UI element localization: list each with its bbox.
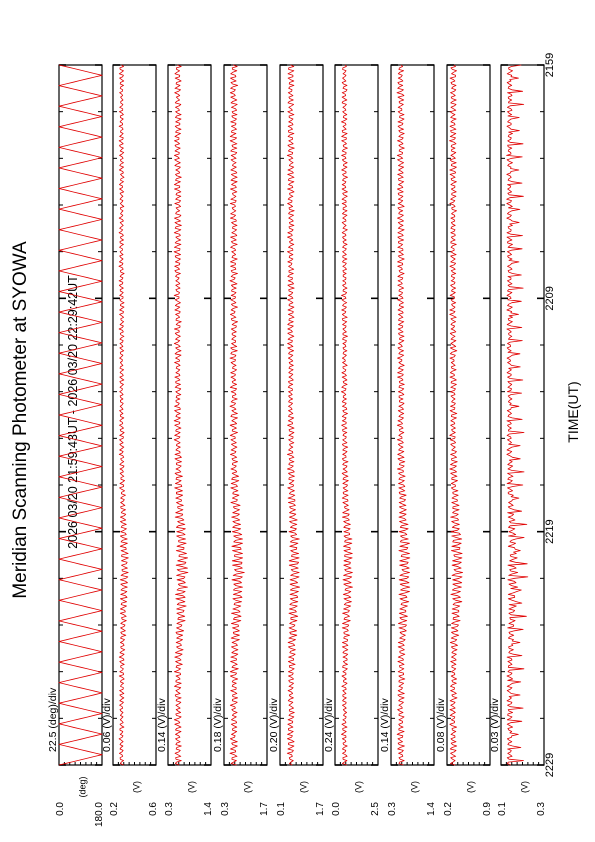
panel-3: 0.14 (V)/div 0.3 1.4 (V) [156, 64, 214, 816]
series-line [340, 64, 353, 766]
panel-scale-label: 0.18 (V)/div [212, 698, 224, 752]
panel-scale-label: 22.5 (deg)/div [47, 687, 59, 752]
y-tick-label-min: 0.1 [497, 802, 508, 816]
series-line [58, 64, 103, 766]
series-line [118, 64, 129, 766]
y-tick-label-max: 180.0 [94, 802, 105, 827]
x-tick-label: 2209 [544, 286, 556, 310]
x-tick-label: 2219 [544, 519, 556, 543]
x-axis-label: TIME(UT) [565, 381, 581, 442]
y-tick-label-max: 0.6 [148, 802, 159, 816]
unit-label: (deg) [78, 776, 88, 797]
chart-title: Meridian Scanning Photometer at SYOWA [10, 241, 31, 599]
panel-scale-label: 0.03 (V)/div [489, 698, 501, 752]
unit-label: (V) [243, 781, 253, 793]
unit-label: (V) [132, 781, 142, 793]
y-tick-label-min: 0.1 [276, 802, 287, 816]
panel-4: 0.18 (V)/div 0.3 1.7 (V) [212, 64, 270, 816]
y-tick-label-min: 0.3 [387, 802, 398, 816]
y-tick-label-min: 0.2 [109, 802, 120, 816]
panel-7: 0.14 (V)/div 0.3 1.4 (V) [379, 64, 437, 816]
y-tick-label-min: 0.0 [55, 802, 66, 816]
series-line [173, 64, 189, 766]
series-line [229, 64, 245, 766]
x-tick-label: 2159 [544, 53, 556, 77]
series-line [449, 64, 464, 766]
panel-scale-label: 0.24 (V)/div [323, 698, 335, 752]
panel-scale-label: 0.06 (V)/div [101, 698, 113, 752]
unit-label: (V) [520, 781, 530, 793]
panel-frame [446, 64, 491, 766]
panel-2: 0.06 (V)/div 0.2 0.6 (V) [101, 64, 159, 816]
y-tick-label-max: 0.9 [482, 802, 493, 816]
panel-1: 22.5 (deg)/div 0.0 180.0 (deg) [47, 64, 105, 827]
series-line [506, 64, 529, 766]
panel-frame [223, 64, 268, 766]
panel-frame [279, 64, 324, 766]
panel-9: 0.03 (V)/div 0.1 0.3 (V) [489, 64, 547, 816]
y-tick-label-max: 1.7 [315, 802, 326, 816]
panel-scale-label: 0.08 (V)/div [435, 698, 447, 752]
panel-frame [500, 64, 545, 766]
unit-label: (V) [466, 781, 476, 793]
y-tick-label-max: 1.4 [203, 802, 214, 816]
panel-frame [167, 64, 212, 766]
y-tick-label-min: 0.3 [220, 802, 231, 816]
panel-6: 0.24 (V)/div 0.0 2.5 (V) [323, 64, 381, 816]
unit-label: (V) [354, 781, 364, 793]
x-tick-label: 2229 [544, 753, 556, 777]
y-tick-label-min: 0.2 [443, 802, 454, 816]
series-line [286, 64, 301, 766]
unit-label: (V) [299, 781, 309, 793]
panel-frame [390, 64, 435, 766]
panel-scale-label: 0.14 (V)/div [156, 698, 168, 752]
x-tick-labels: 2159 2209 2219 2229 [544, 53, 556, 777]
panel-scale-label: 0.20 (V)/div [268, 698, 280, 752]
panel-scale-label: 0.14 (V)/div [379, 698, 391, 752]
y-tick-label-max: 1.4 [426, 802, 437, 816]
panel-5: 0.20 (V)/div 0.1 1.7 (V) [268, 64, 326, 816]
y-tick-label-min: 0.0 [331, 802, 342, 816]
y-tick-label-max: 0.3 [536, 802, 547, 816]
unit-label: (V) [410, 781, 420, 793]
y-tick-label-max: 1.7 [259, 802, 270, 816]
y-tick-label-max: 2.5 [370, 802, 381, 816]
panel-8: 0.08 (V)/div 0.2 0.9 (V) [435, 64, 493, 816]
series-line [396, 64, 411, 766]
y-tick-label-min: 0.3 [164, 802, 175, 816]
unit-label: (V) [187, 781, 197, 793]
